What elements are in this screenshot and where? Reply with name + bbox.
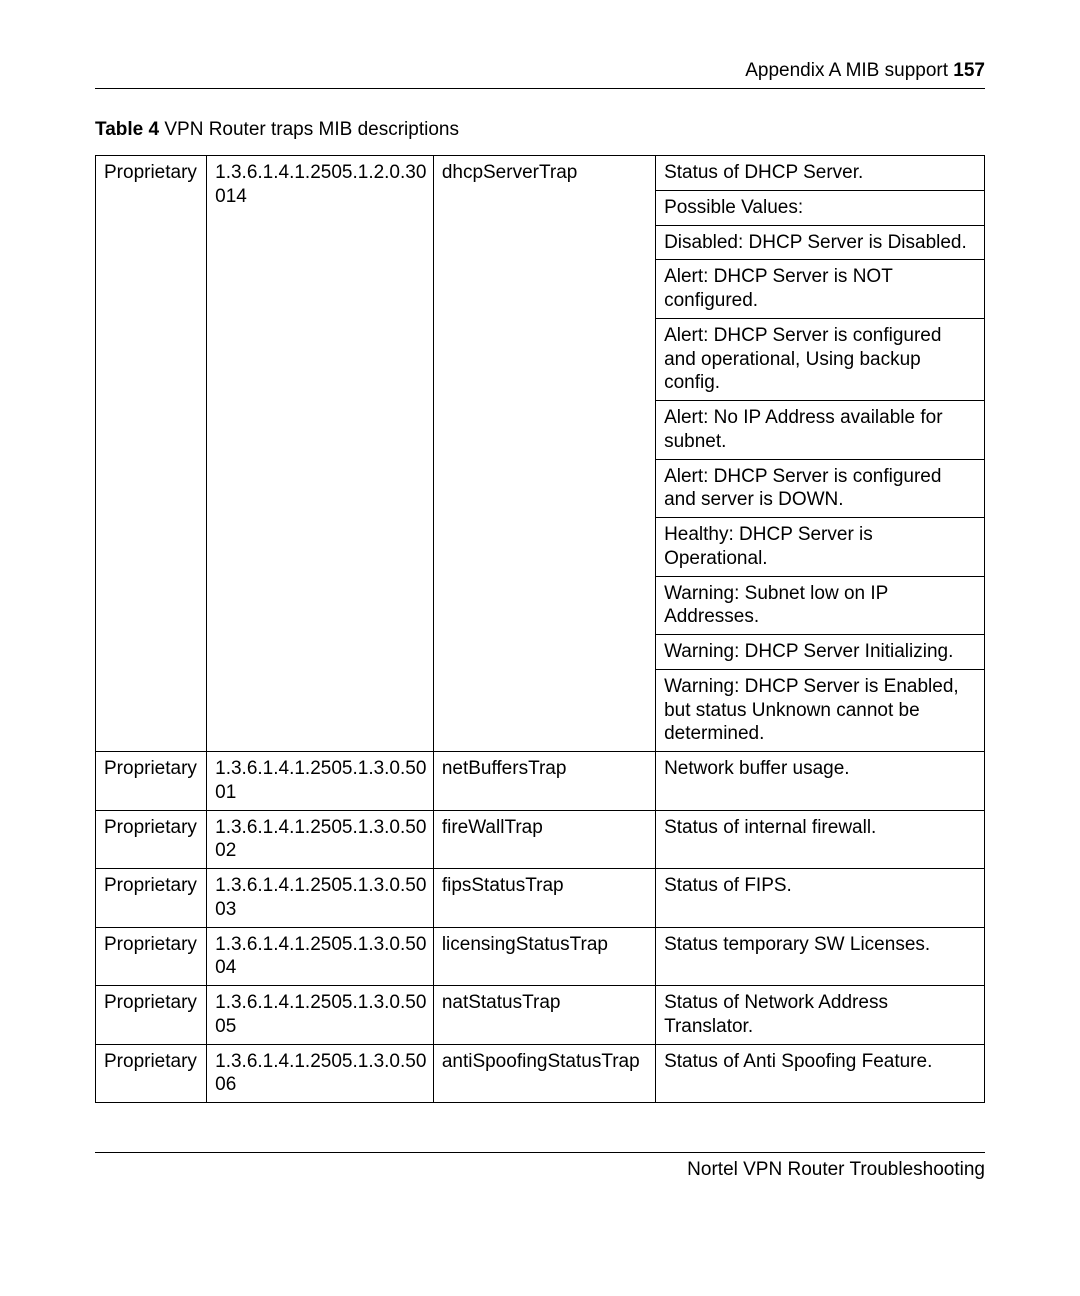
cell-description: Network buffer usage. (656, 752, 985, 811)
cell-type: Proprietary (96, 1044, 207, 1103)
page: Appendix A MIB support 157 Table 4 VPN R… (0, 0, 1080, 1296)
cell-name: fipsStatusTrap (433, 869, 655, 928)
table-row: Proprietary1.3.6.1.4.1.2505.1.3.0.5004li… (96, 927, 985, 986)
cell-type: Proprietary (96, 156, 207, 752)
cell-type: Proprietary (96, 752, 207, 811)
cell-description: Healthy: DHCP Server is Operational. (656, 518, 985, 577)
cell-description: Warning: DHCP Server is Enabled, but sta… (656, 669, 985, 751)
cell-oid: 1.3.6.1.4.1.2505.1.3.0.5005 (207, 986, 434, 1045)
cell-type: Proprietary (96, 810, 207, 869)
cell-type: Proprietary (96, 927, 207, 986)
page-header: Appendix A MIB support 157 (95, 60, 985, 89)
table-row: Proprietary1.3.6.1.4.1.2505.1.3.0.5001ne… (96, 752, 985, 811)
table-title: VPN Router traps MIB descriptions (164, 119, 459, 140)
cell-oid: 1.3.6.1.4.1.2505.1.3.0.5002 (207, 810, 434, 869)
footer-text: Nortel VPN Router Troubleshooting (687, 1159, 985, 1180)
cell-oid: 1.3.6.1.4.1.2505.1.2.0.30014 (207, 156, 434, 752)
cell-description: Alert: No IP Address available for subne… (656, 401, 985, 460)
cell-name: netBuffersTrap (433, 752, 655, 811)
cell-description: Alert: DHCP Server is configured and ser… (656, 459, 985, 518)
cell-oid: 1.3.6.1.4.1.2505.1.3.0.5004 (207, 927, 434, 986)
cell-type: Proprietary (96, 986, 207, 1045)
cell-description: Status temporary SW Licenses. (656, 927, 985, 986)
cell-oid: 1.3.6.1.4.1.2505.1.3.0.5003 (207, 869, 434, 928)
cell-name: licensingStatusTrap (433, 927, 655, 986)
cell-description: Status of internal firewall. (656, 810, 985, 869)
page-footer: Nortel VPN Router Troubleshooting (95, 1152, 985, 1181)
cell-oid: 1.3.6.1.4.1.2505.1.3.0.5006 (207, 1044, 434, 1103)
cell-description: Status of Network Address Translator. (656, 986, 985, 1045)
cell-description: Alert: DHCP Server is configured and ope… (656, 318, 985, 400)
cell-name: fireWallTrap (433, 810, 655, 869)
table-row: Proprietary1.3.6.1.4.1.2505.1.3.0.5006an… (96, 1044, 985, 1103)
table-row: Proprietary1.3.6.1.4.1.2505.1.3.0.5003fi… (96, 869, 985, 928)
table-row: Proprietary1.3.6.1.4.1.2505.1.3.0.5005na… (96, 986, 985, 1045)
cell-description: Status of DHCP Server. (656, 156, 985, 191)
cell-oid: 1.3.6.1.4.1.2505.1.3.0.5001 (207, 752, 434, 811)
cell-description: Status of Anti Spoofing Feature. (656, 1044, 985, 1103)
cell-description: Alert: DHCP Server is NOT configured. (656, 260, 985, 319)
cell-description: Warning: Subnet low on IP Addresses. (656, 576, 985, 635)
mib-table: Proprietary1.3.6.1.4.1.2505.1.2.0.30014d… (95, 155, 985, 1103)
cell-description: Status of FIPS. (656, 869, 985, 928)
cell-description: Disabled: DHCP Server is Disabled. (656, 225, 985, 260)
table-caption: Table 4 VPN Router traps MIB description… (95, 119, 985, 141)
table-row: Proprietary1.3.6.1.4.1.2505.1.3.0.5002fi… (96, 810, 985, 869)
cell-name: antiSpoofingStatusTrap (433, 1044, 655, 1103)
cell-description: Possible Values: (656, 190, 985, 225)
mib-table-body: Proprietary1.3.6.1.4.1.2505.1.2.0.30014d… (96, 156, 985, 1103)
header-appendix-text: Appendix A MIB support (745, 60, 953, 81)
table-row: Proprietary1.3.6.1.4.1.2505.1.2.0.30014d… (96, 156, 985, 191)
cell-name: natStatusTrap (433, 986, 655, 1045)
cell-description: Warning: DHCP Server Initializing. (656, 635, 985, 670)
cell-name: dhcpServerTrap (433, 156, 655, 752)
cell-type: Proprietary (96, 869, 207, 928)
table-label: Table 4 (95, 119, 159, 140)
header-page-number: 157 (953, 60, 985, 81)
